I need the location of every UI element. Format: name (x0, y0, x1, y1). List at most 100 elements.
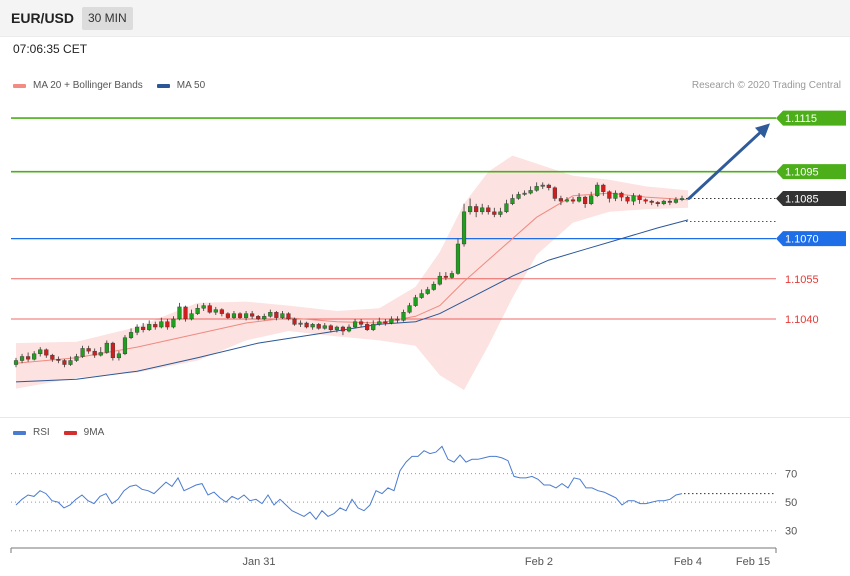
legend-ma20: MA 20 + Bollinger Bands (13, 80, 143, 91)
level-label: 1.1055 (785, 274, 819, 286)
candle-body (104, 342, 109, 353)
candle (292, 317, 297, 326)
candle (32, 351, 37, 361)
candle (213, 306, 218, 315)
candle-body (619, 192, 624, 198)
candle (419, 289, 424, 299)
candle-body (352, 321, 358, 328)
candle (649, 199, 654, 206)
candle (498, 207, 503, 218)
candle-body (141, 326, 146, 330)
candle (135, 324, 140, 336)
candle (365, 321, 370, 332)
level-lines-layer (11, 117, 776, 320)
candle-body (346, 326, 352, 332)
panel-divider (0, 417, 850, 418)
candle-body (377, 321, 382, 325)
candle-body (26, 356, 31, 360)
candle-body (340, 326, 346, 332)
candle (165, 318, 170, 330)
candle (159, 317, 164, 329)
candle-body (165, 321, 170, 328)
rsi-line (15, 445, 683, 521)
candle (243, 310, 249, 321)
candle (583, 195, 588, 208)
candle (504, 199, 509, 214)
candle (256, 314, 261, 321)
timestamp: 07:06:35 CET (13, 42, 88, 56)
legend-rsi: RSI (13, 427, 50, 438)
candle (431, 281, 436, 291)
candle-body (225, 313, 230, 318)
candle (207, 302, 212, 314)
candle-body (443, 275, 448, 278)
candle-body (595, 184, 600, 196)
bollinger-band-layer (16, 155, 689, 390)
candle-body (661, 200, 666, 204)
candle (643, 198, 648, 204)
candle-body (310, 324, 315, 328)
level-tag-support: 1.1040 (785, 314, 819, 326)
candle (128, 328, 134, 340)
candle-body (389, 318, 394, 324)
candle (576, 193, 582, 203)
candlestick-layer (13, 182, 685, 368)
price-legend: MA 20 + Bollinger Bands MA 50 (13, 80, 219, 91)
candle (673, 197, 679, 204)
candle-body (437, 275, 442, 285)
candle-body (667, 200, 672, 203)
timeframe-button[interactable]: 30 MIN (82, 7, 133, 30)
candle-body (679, 198, 685, 200)
candle (231, 310, 237, 319)
candle-body (231, 313, 237, 318)
candle (461, 203, 467, 247)
level-label: 1.1070 (785, 234, 819, 246)
candle (50, 353, 55, 362)
candle (601, 183, 606, 196)
candle (195, 304, 200, 315)
candle-body (159, 321, 164, 328)
level-tags-layer: 1.1115 1.1095 1.1085 1.1070 1.1055 1.1040 (776, 110, 846, 326)
candle-body (431, 283, 436, 290)
candle-body (468, 206, 473, 213)
candle (26, 352, 31, 362)
candle (528, 186, 533, 195)
candle-body (334, 326, 339, 330)
candle-body (673, 199, 679, 203)
candle (44, 348, 49, 358)
candle-body (504, 203, 509, 213)
candle-body (116, 353, 122, 359)
candle-body (219, 309, 224, 314)
level-label: 1.1115 (785, 113, 817, 125)
candle-body (189, 313, 194, 320)
candle-body (128, 332, 134, 338)
candle-body (195, 308, 200, 314)
candle (334, 325, 339, 333)
legend-label-ma50: MA 50 (176, 80, 206, 91)
candle (110, 341, 115, 361)
legend-label-rsi: RSI (33, 427, 50, 438)
candle (661, 199, 666, 206)
candle (116, 351, 122, 361)
candle-body (147, 324, 152, 330)
candle-body (135, 326, 140, 333)
level-tag-resistance: 1.1095 (776, 164, 846, 180)
candle-body (38, 349, 43, 355)
candle-body (486, 207, 491, 213)
candle-body (583, 196, 588, 204)
candle-body (589, 195, 594, 204)
candle-body (316, 324, 321, 329)
candle-body (383, 321, 388, 324)
candle-body (643, 199, 648, 202)
candle-body (286, 313, 291, 320)
candle (340, 325, 346, 336)
candle (383, 318, 388, 326)
candle (679, 195, 685, 202)
candle (474, 203, 479, 218)
candle-body (32, 353, 37, 360)
candle (74, 353, 79, 362)
candle (395, 316, 400, 324)
candle-body (613, 192, 618, 199)
